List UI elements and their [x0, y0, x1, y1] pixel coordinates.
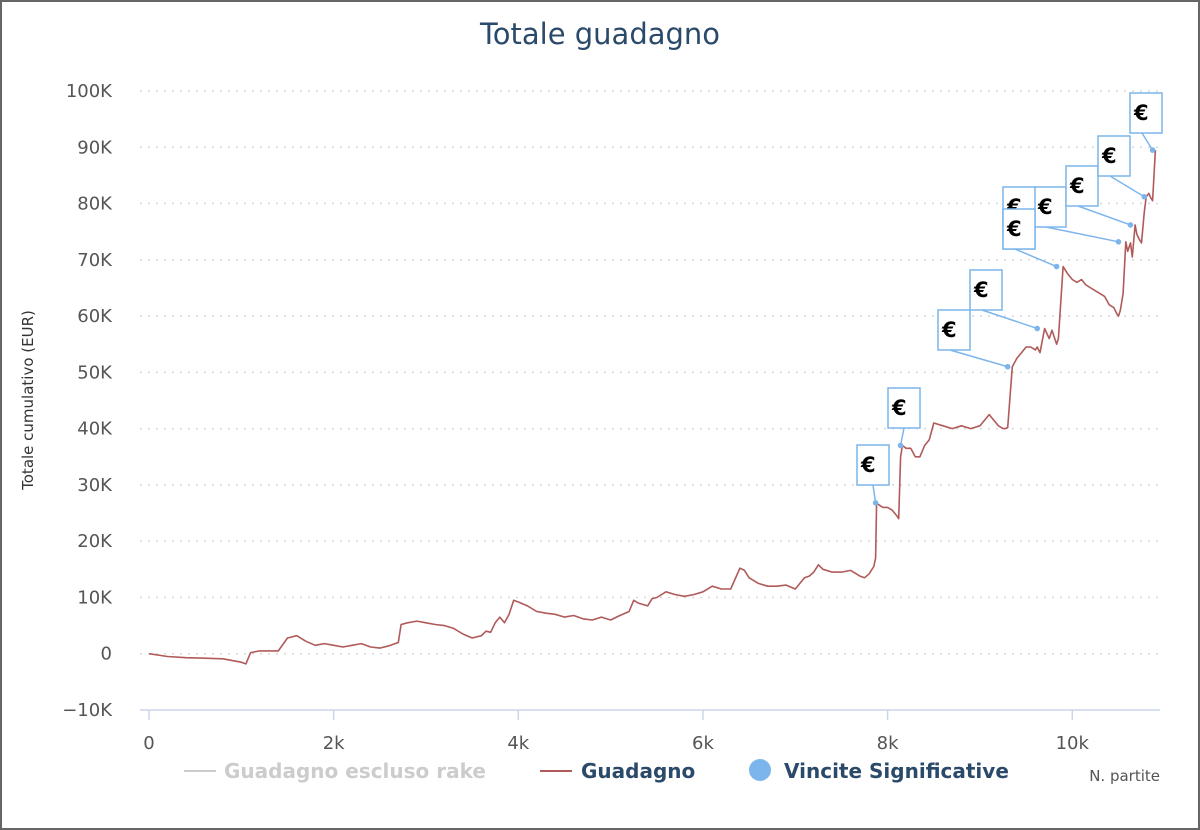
legend-item-guadagno[interactable]: Guadagno [540, 759, 695, 783]
y-tick-label: 0 [101, 644, 112, 665]
flag-marker: € [856, 444, 890, 506]
plot-area [148, 150, 1157, 665]
flag-connector [1014, 248, 1057, 268]
y-tick-label: 90K [77, 137, 113, 158]
flag-box [1033, 186, 1067, 228]
flag-label: € [1037, 195, 1053, 219]
flag-label: € [1133, 101, 1149, 125]
flag-point [1053, 263, 1060, 270]
flag-connector [981, 309, 1038, 330]
flag-marker: € [1033, 186, 1122, 245]
flag-label: € [891, 396, 907, 420]
flag-marker: € [887, 387, 921, 449]
flag-label: € [941, 318, 957, 342]
flag-marker: € [1129, 92, 1163, 153]
x-tick-label: 2k [323, 733, 345, 754]
legend-item-guadagno-escluso-rake[interactable]: Guadagno escluso rake [184, 759, 486, 783]
chart-title: Totale guadagno [479, 17, 720, 51]
x-axis-ticks: 0 2k 4k 6k 8k 10k [143, 710, 1090, 754]
flag-point [1149, 147, 1156, 153]
flag-point [1004, 363, 1011, 370]
y-tick-label: 80K [77, 194, 113, 215]
flag-box [1065, 165, 1099, 207]
legend-item-vincite-significative[interactable]: Vincite Significative [749, 759, 1009, 783]
flag-connector [1045, 226, 1119, 243]
legend-label-vincite-significative: Vincite Significative [784, 759, 1009, 783]
y-tick-label: 50K [77, 362, 113, 383]
flag-label: € [973, 278, 989, 302]
flag-connector [899, 427, 905, 446]
flag-label: € [1101, 144, 1117, 168]
x-tick-label: 0 [143, 733, 154, 754]
flag-box [937, 309, 971, 351]
flag-point [897, 442, 904, 449]
legend-label-guadagno: Guadagno [581, 759, 695, 783]
series-line-guadagno [148, 150, 1157, 665]
flag-point [1127, 222, 1134, 228]
flag-point [1034, 325, 1041, 332]
flag-connector [949, 349, 1008, 368]
legend-swatch-vincite-significative [749, 759, 771, 781]
flag-box [856, 444, 890, 486]
flag-box [969, 269, 1003, 311]
y-axis-ticks: −10K 0 10K 20K 30K 40K 50K 60K 70K 80K 90K 100K [62, 81, 113, 721]
x-tick-label: 8k [877, 733, 899, 754]
flag-marker-stacked: €€ [1002, 186, 1036, 250]
flag-marker: € [937, 309, 1011, 370]
y-tick-label: 60K [77, 306, 113, 327]
legend-label-guadagno-escluso-rake: Guadagno escluso rake [224, 759, 486, 783]
y-tick-label: −10K [62, 700, 113, 721]
flag-marker: € [969, 269, 1041, 332]
flag-box [887, 387, 921, 429]
flag-box [1129, 92, 1163, 134]
grid-lines [140, 90, 1160, 655]
y-tick-label: 10K [77, 587, 113, 608]
significant-wins-flags: €€€€€€€€€€€ [856, 92, 1163, 506]
y-axis-label: Totale cumulativo (EUR) [19, 310, 37, 491]
x-tick-label: 4k [507, 733, 529, 754]
y-tick-label: 30K [77, 475, 113, 496]
y-tick-label: 100K [66, 81, 113, 102]
flag-connector [872, 484, 877, 504]
flag-marker: € [1065, 165, 1134, 228]
x-axis-label: N. partite [1089, 767, 1160, 785]
flag-point [1141, 193, 1148, 200]
flag-box [1002, 208, 1036, 250]
flag-label: € [1069, 174, 1085, 198]
flag-connector [1141, 132, 1154, 151]
legend: Guadagno escluso rake Guadagno Vincite S… [184, 759, 1009, 783]
flag-label: € [1006, 217, 1022, 241]
y-tick-label: 70K [77, 250, 113, 271]
y-tick-label: 40K [77, 419, 113, 440]
x-tick-label: 10k [1056, 733, 1090, 754]
flag-point [1115, 239, 1122, 245]
x-tick-label: 6k [692, 733, 714, 754]
flag-connector [1109, 175, 1145, 198]
flag-point [872, 500, 879, 506]
flag-connector [1077, 205, 1131, 226]
flag-label: € [860, 453, 876, 477]
y-tick-label: 20K [77, 531, 113, 552]
flag-marker: € [1097, 135, 1148, 200]
flag-box [1097, 135, 1131, 177]
